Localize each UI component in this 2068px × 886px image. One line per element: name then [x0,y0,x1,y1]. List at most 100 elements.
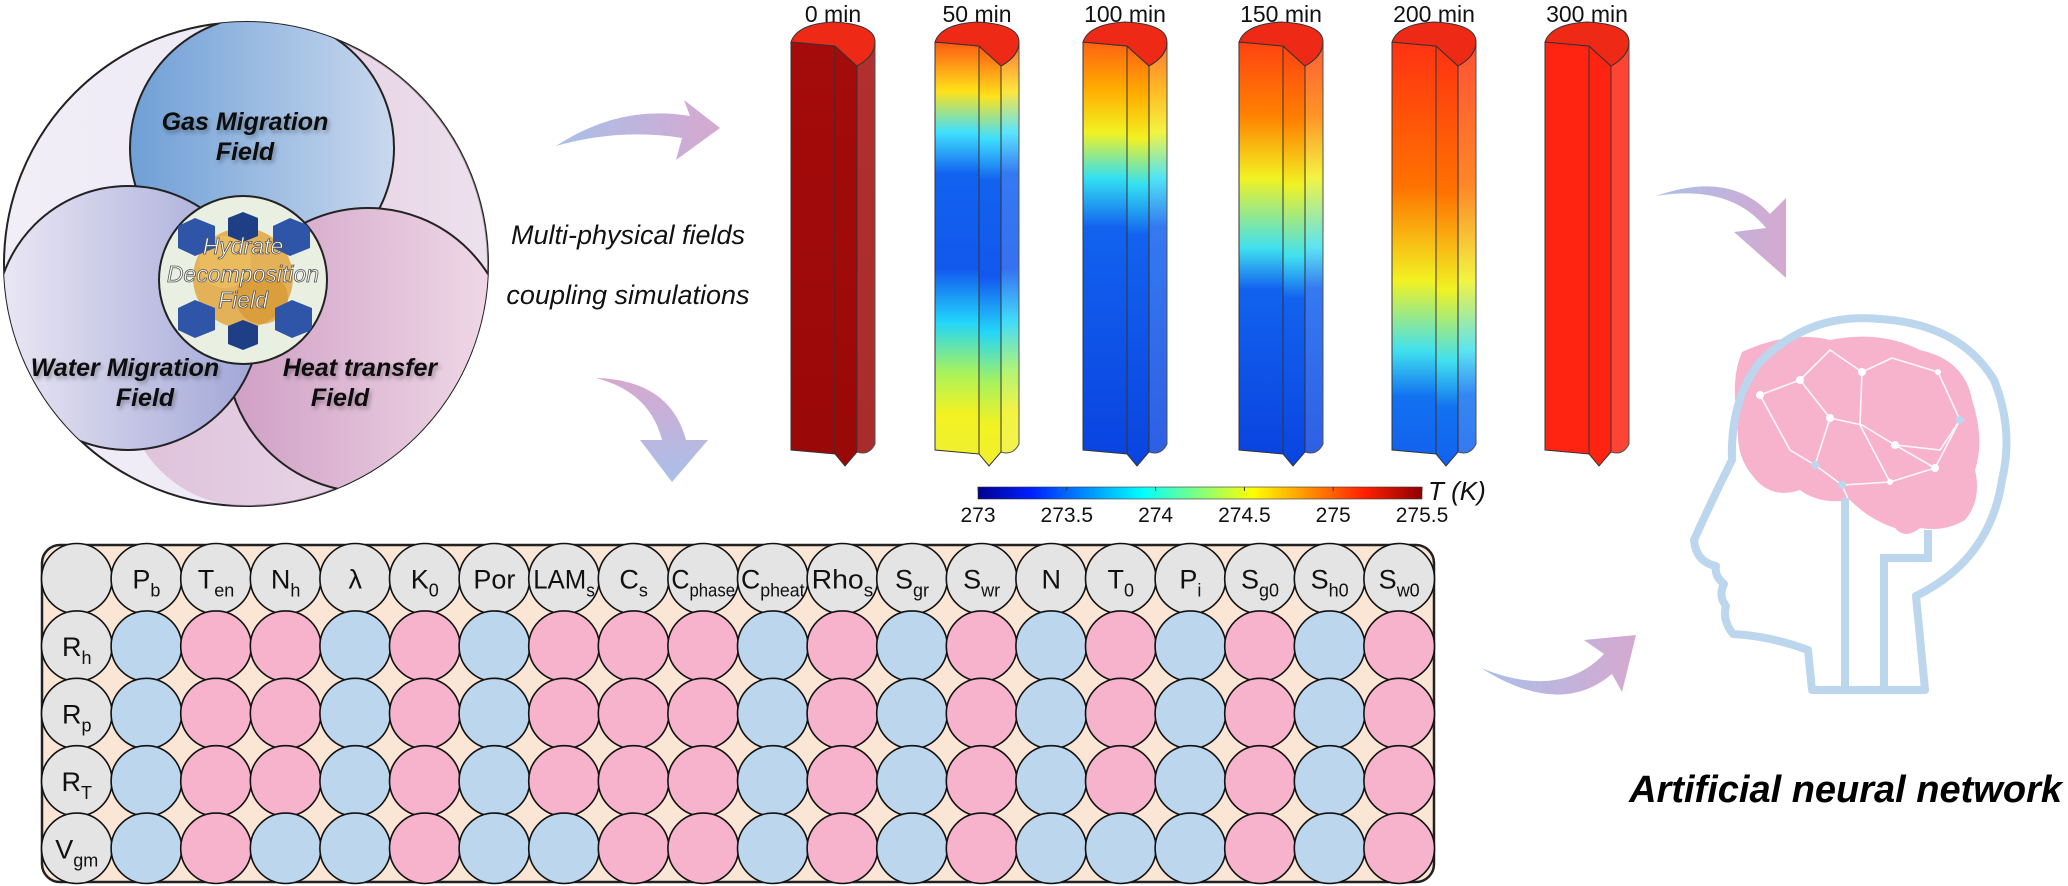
matrix-cell-blue [110,610,183,683]
matrix-cell-pink [1223,610,1297,683]
matrix-cell-pink [806,610,879,683]
matrix-cell-pink [667,744,740,817]
parameter-label: Sw0 [1379,565,1420,601]
parameter-label: K0 [411,565,439,601]
parameter-header-cell: Cphase [667,542,740,615]
matrix-cell-pink [527,610,601,683]
matrix-cell-blue [875,677,949,750]
matrix-cell-pink [1223,744,1297,817]
matrix-cell-pink [1363,610,1436,683]
parameter-header-cell: Swr [945,542,1018,615]
column-top-cap [1238,21,1324,67]
matrix-cell-pink [388,677,461,750]
matrix-cell-blue [1293,812,1366,885]
parameter-label: λ [348,565,362,595]
header-ellipse [945,542,1018,615]
coupled-fields-diagram: Gas Migration Field Water Migration Fiel… [3,21,489,507]
matrix-cell-pink [597,610,670,683]
parameter-label: Ten [198,565,235,601]
time-step-column: 0 min [790,1,876,467]
parameter-header-cell: Pi [1154,542,1227,615]
column-front-face [1544,41,1590,455]
time-step-column: 200 min [1391,1,1477,467]
matrix-cell-blue [110,812,183,885]
matrix-cell-pink [667,677,740,750]
gas-field-label-1: Gas Migration [162,108,329,136]
column-curved-face [1610,41,1630,454]
matrix-cell-blue [1015,677,1088,750]
matrix-cell-blue [458,610,531,683]
parameter-header-cell: N [1015,542,1088,615]
colorbar-tick-label: 274 [1138,504,1173,527]
matrix-cell-pink [945,744,1018,817]
column-top-cap [1544,21,1630,67]
parameter-header-cell: Sgr [875,542,949,615]
matrix-cell-pink [179,677,253,750]
parameter-header-cell: Ten [179,542,253,615]
matrix-cell-pink [806,677,879,750]
parameter-header-cell: Cs [597,542,670,615]
header-ellipse [1363,542,1436,615]
parameter-label: Sg0 [1241,565,1279,601]
parameter-header-cell: K0 [388,542,461,615]
colorbar-gradient [977,486,1423,500]
matrix-cell-pink [1363,677,1436,750]
matrix-cell-blue [319,812,392,885]
matrix-cell-pink [527,677,601,750]
parameter-label: Sgr [895,565,929,601]
column-curved-face [1148,41,1168,454]
hydrate-field-label-3: Field [218,287,269,313]
parameter-label: Pi [1179,565,1201,601]
parameter-label: Sh0 [1311,565,1349,601]
matrix-cell-blue [319,744,392,817]
matrix-cell-blue [875,744,949,817]
water-field-label-1: Water Migration [31,354,219,382]
time-step-column: 50 min [934,1,1020,467]
matrix-cell-blue [110,677,183,750]
matrix-cell-blue [736,812,809,885]
neural-network-head-icon [1690,314,2011,694]
matrix-cell-blue [736,744,809,817]
column-side-face [1435,44,1459,467]
parameter-header-cell: Cpheat [736,542,809,615]
hydrate-crystal-icon: Hydrate Decomposition Field [158,195,328,365]
matrix-cell-blue [319,610,392,683]
matrix-cell-pink [1084,677,1157,750]
matrix-cell-pink [1223,677,1297,750]
matrix-cell-pink [179,812,253,885]
matrix-cell-pink [806,744,879,817]
column-curved-face [856,41,876,454]
matrix-cell-blue [1293,744,1366,817]
matrix-cell-blue [1154,677,1227,750]
column-side-face [1126,44,1150,467]
output-header-cell: Rh [40,610,113,683]
header-ellipse [1293,542,1366,615]
column-curved-face [1000,41,1020,454]
matrix-cell-pink [667,812,740,885]
arrow-to-matrix-icon [596,378,708,482]
matrix-cell-pink [179,610,253,683]
parameter-header-cell: Nh [249,542,322,615]
matrix-cell-pink [249,744,322,817]
colorbar-tick-label: 273 [960,504,995,527]
arrow-simulation-to-ann-icon [1656,186,1786,278]
matrix-cell-blue [110,744,183,817]
matrix-cell-pink [527,744,601,817]
output-label: Rh [62,632,92,668]
matrix-cell-blue [1293,610,1366,683]
head-outline [1690,314,2011,694]
ann-caption: Artificial neural network [1628,769,2064,811]
parameter-label: Swr [963,565,1000,601]
matrix-cell-pink [806,812,879,885]
header-ellipse [40,812,113,885]
parameter-header-cell: λ [319,542,392,615]
parameter-label: N [1041,565,1061,595]
matrix-cell-pink [945,610,1018,683]
parameter-header-cell: T0 [1084,542,1157,615]
column-curved-face [1304,41,1324,454]
matrix-cell-blue [527,812,601,885]
parameter-header-cell: Pb [110,542,183,615]
matrix-cell-pink [388,812,461,885]
parameter-header-cell: Por [458,542,531,615]
matrix-cell-pink [597,744,670,817]
